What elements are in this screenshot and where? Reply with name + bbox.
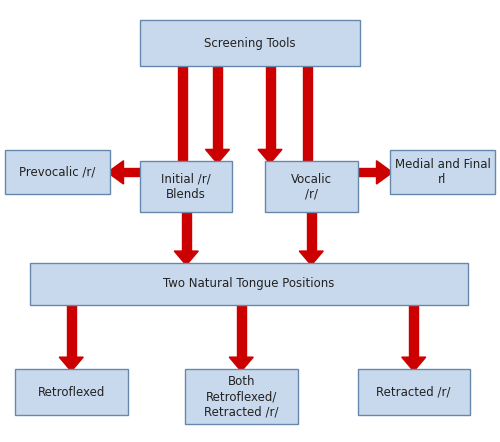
FancyBboxPatch shape bbox=[358, 369, 470, 415]
Polygon shape bbox=[229, 357, 253, 371]
Text: Initial /r/
Blends: Initial /r/ Blends bbox=[162, 173, 211, 201]
Polygon shape bbox=[299, 251, 324, 265]
Polygon shape bbox=[108, 161, 124, 184]
Text: Retroflexed: Retroflexed bbox=[38, 386, 105, 399]
Polygon shape bbox=[60, 357, 83, 371]
Polygon shape bbox=[124, 168, 182, 176]
Polygon shape bbox=[67, 303, 76, 357]
Polygon shape bbox=[258, 149, 282, 164]
Text: Screening Tools: Screening Tools bbox=[204, 37, 296, 50]
FancyBboxPatch shape bbox=[5, 150, 110, 194]
Polygon shape bbox=[303, 168, 312, 170]
FancyBboxPatch shape bbox=[140, 161, 232, 212]
Polygon shape bbox=[307, 210, 316, 251]
Text: Retracted /r/: Retracted /r/ bbox=[376, 386, 451, 399]
Polygon shape bbox=[266, 64, 274, 149]
Polygon shape bbox=[237, 303, 246, 357]
Polygon shape bbox=[178, 168, 187, 170]
Text: Medial and Final
rl: Medial and Final rl bbox=[394, 158, 490, 187]
Polygon shape bbox=[308, 168, 376, 176]
Polygon shape bbox=[174, 251, 198, 265]
Polygon shape bbox=[213, 64, 222, 149]
Polygon shape bbox=[178, 64, 187, 170]
Polygon shape bbox=[182, 210, 190, 251]
Text: Vocalic
/r/: Vocalic /r/ bbox=[291, 173, 332, 201]
FancyBboxPatch shape bbox=[265, 161, 358, 212]
FancyBboxPatch shape bbox=[185, 369, 298, 424]
Polygon shape bbox=[409, 303, 418, 357]
Text: Two Natural Tongue Positions: Two Natural Tongue Positions bbox=[163, 278, 334, 290]
Text: Both
Retroflexed/
Retracted /r/: Both Retroflexed/ Retracted /r/ bbox=[204, 375, 279, 418]
Polygon shape bbox=[376, 161, 392, 184]
FancyBboxPatch shape bbox=[390, 150, 495, 194]
FancyBboxPatch shape bbox=[30, 263, 468, 305]
FancyBboxPatch shape bbox=[15, 369, 128, 415]
Polygon shape bbox=[402, 357, 426, 371]
Text: Prevocalic /r/: Prevocalic /r/ bbox=[20, 166, 96, 179]
Polygon shape bbox=[206, 149, 230, 164]
Polygon shape bbox=[303, 64, 312, 170]
FancyBboxPatch shape bbox=[140, 20, 360, 66]
